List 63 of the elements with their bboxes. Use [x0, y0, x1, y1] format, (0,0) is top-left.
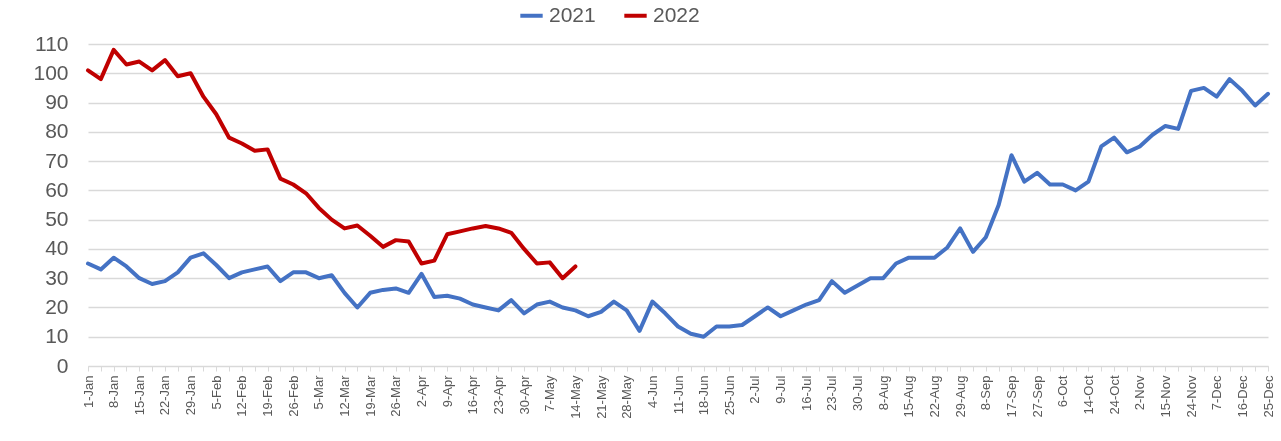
- x-tick-label: 14-May: [567, 375, 583, 419]
- x-tick-label: 2-Jul: [747, 375, 763, 404]
- x-tick-label: 29-Jan: [183, 375, 199, 416]
- y-tick-label: 30: [45, 265, 69, 289]
- x-tick-label: 22-Jan: [157, 375, 173, 416]
- x-tick-label: 16-Apr: [465, 374, 481, 415]
- x-tick-label: 2-Apr: [413, 374, 429, 408]
- x-tick-label: 9-Jul: [773, 375, 789, 404]
- x-tick-label: 12-Feb: [234, 375, 250, 417]
- x-tick-label: 21-May: [593, 375, 609, 419]
- y-tick-label: 20: [45, 294, 69, 318]
- x-tick-label: 19-Feb: [260, 375, 276, 417]
- x-tick-label: 27-Sep: [1029, 375, 1045, 418]
- y-tick-label: 70: [45, 148, 69, 172]
- legend-label: 2022: [653, 2, 700, 26]
- x-tick-label: 16-Dec: [1234, 375, 1250, 418]
- x-tick-label: 17-Sep: [1003, 375, 1019, 418]
- x-tick-label: 15-Aug: [901, 375, 917, 418]
- x-tick-label: 26-Mar: [388, 374, 404, 417]
- y-tick-label: 10: [45, 324, 69, 348]
- x-tick-label: 16-Jul: [798, 375, 814, 411]
- x-tick-label: 29-Aug: [952, 375, 968, 418]
- x-tick-label: 30-Jul: [850, 375, 866, 411]
- x-tick-label: 24-Nov: [1183, 375, 1199, 418]
- x-tick-label: 15-Jan: [131, 375, 147, 416]
- x-tick-label: 19-Mar: [362, 374, 378, 417]
- x-tick-label: 9-Apr: [439, 374, 455, 408]
- x-tick-label: 8-Sep: [978, 375, 994, 411]
- y-tick-label: 40: [45, 236, 69, 260]
- x-tick-label: 5-Mar: [311, 374, 327, 410]
- x-tick-label: 23-Apr: [490, 374, 506, 415]
- x-tick-label: 26-Feb: [285, 375, 301, 417]
- x-tick-label: 12-Mar: [337, 374, 353, 417]
- x-tick-label: 14-Oct: [1080, 375, 1096, 415]
- x-tick-label: 28-May: [619, 375, 635, 419]
- x-tick-label: 23-Jul: [824, 375, 840, 411]
- y-tick-label: 90: [45, 90, 69, 114]
- y-tick-label: 50: [45, 207, 69, 231]
- x-tick-label: 30-Apr: [516, 374, 532, 415]
- x-tick-label: 7-May: [542, 375, 558, 412]
- x-tick-label: 8-Jan: [106, 375, 122, 409]
- x-tick-label: 7-Dec: [1209, 375, 1225, 411]
- x-tick-label: 24-Oct: [1106, 375, 1122, 415]
- y-tick-label: 60: [45, 177, 69, 201]
- line-series: [86, 77, 1270, 339]
- x-tick-label: 1-Jan: [80, 375, 96, 409]
- line-series: [86, 47, 578, 281]
- x-tick-label: 4-Jun: [644, 375, 660, 409]
- x-tick-label: 2-Nov: [1132, 375, 1148, 411]
- x-tick-label: 11-Jun: [670, 375, 686, 415]
- x-tick-label: 5-Feb: [208, 375, 224, 410]
- x-tick-label: 22-Aug: [927, 375, 943, 418]
- x-tick-label: 25-Dec: [1260, 375, 1276, 418]
- y-tick-label: 0: [56, 353, 69, 377]
- x-tick-label: 25-Jun: [721, 375, 737, 416]
- x-tick-label: 6-Oct: [1055, 375, 1071, 408]
- y-tick-label: 110: [35, 31, 69, 55]
- y-tick-label: 100: [33, 60, 69, 84]
- x-tick-label: 15-Nov: [1157, 375, 1173, 418]
- x-tick-label: 18-Jun: [696, 375, 712, 416]
- x-tick-label: 8-Aug: [875, 375, 891, 411]
- legend-label: 2021: [549, 2, 596, 26]
- y-tick-label: 80: [45, 119, 69, 143]
